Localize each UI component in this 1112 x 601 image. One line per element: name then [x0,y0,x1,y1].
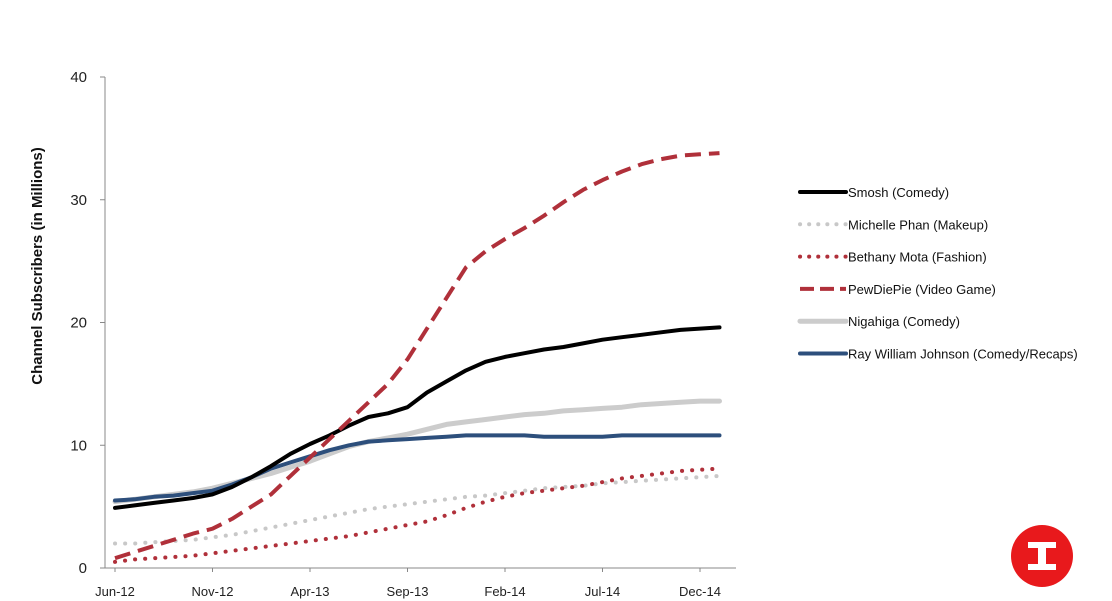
series-line-0 [113,325,722,510]
x-tick-label: Nov-12 [192,584,234,599]
legend: Smosh (Comedy) Michelle Phan (Makeup) Beth… [797,185,1078,362]
y-tick-label: 30 [70,192,87,209]
x-tick-label: Jul-14 [585,584,620,599]
legend-label: Michelle Phan (Makeup) [848,217,988,232]
y-tick-label: 20 [70,315,87,332]
legend-label: PewDiePie (Video Game) [848,282,996,297]
series-line-2 [113,466,722,564]
chart-axes [100,76,736,572]
y-tick-label: 10 [70,437,87,454]
y-tick-label: 0 [79,560,87,577]
x-tick-label: Dec-14 [679,584,721,599]
y-tick-labels: 0 10 20 30 40 [70,69,87,577]
logo-i-icon [1011,525,1073,587]
legend-label: Nigahiga (Comedy) [848,314,960,329]
x-tick-label: Apr-13 [290,584,329,599]
series-line-5 [113,433,722,503]
x-tick-label: Jun-12 [95,584,135,599]
series-lines [112,151,722,564]
legend-label: Ray William Johnson (Comedy/Recaps) [848,347,1078,362]
legend-label: Bethany Mota (Fashion) [848,250,987,265]
series-line-4 [112,398,722,505]
series-line-3 [114,151,720,561]
x-tick-label: Feb-14 [484,584,525,599]
y-axis-label: Channel Subscribers (in Millions) [29,147,46,385]
x-tick-label: Sep-13 [387,584,429,599]
series-line-1 [113,473,722,546]
x-tick-labels: Jun-12 Nov-12 Apr-13 Sep-13 Feb-14 Jul-14 Dec-… [95,584,721,599]
y-tick-label: 40 [70,69,87,86]
legend-label: Smosh (Comedy) [848,185,949,200]
